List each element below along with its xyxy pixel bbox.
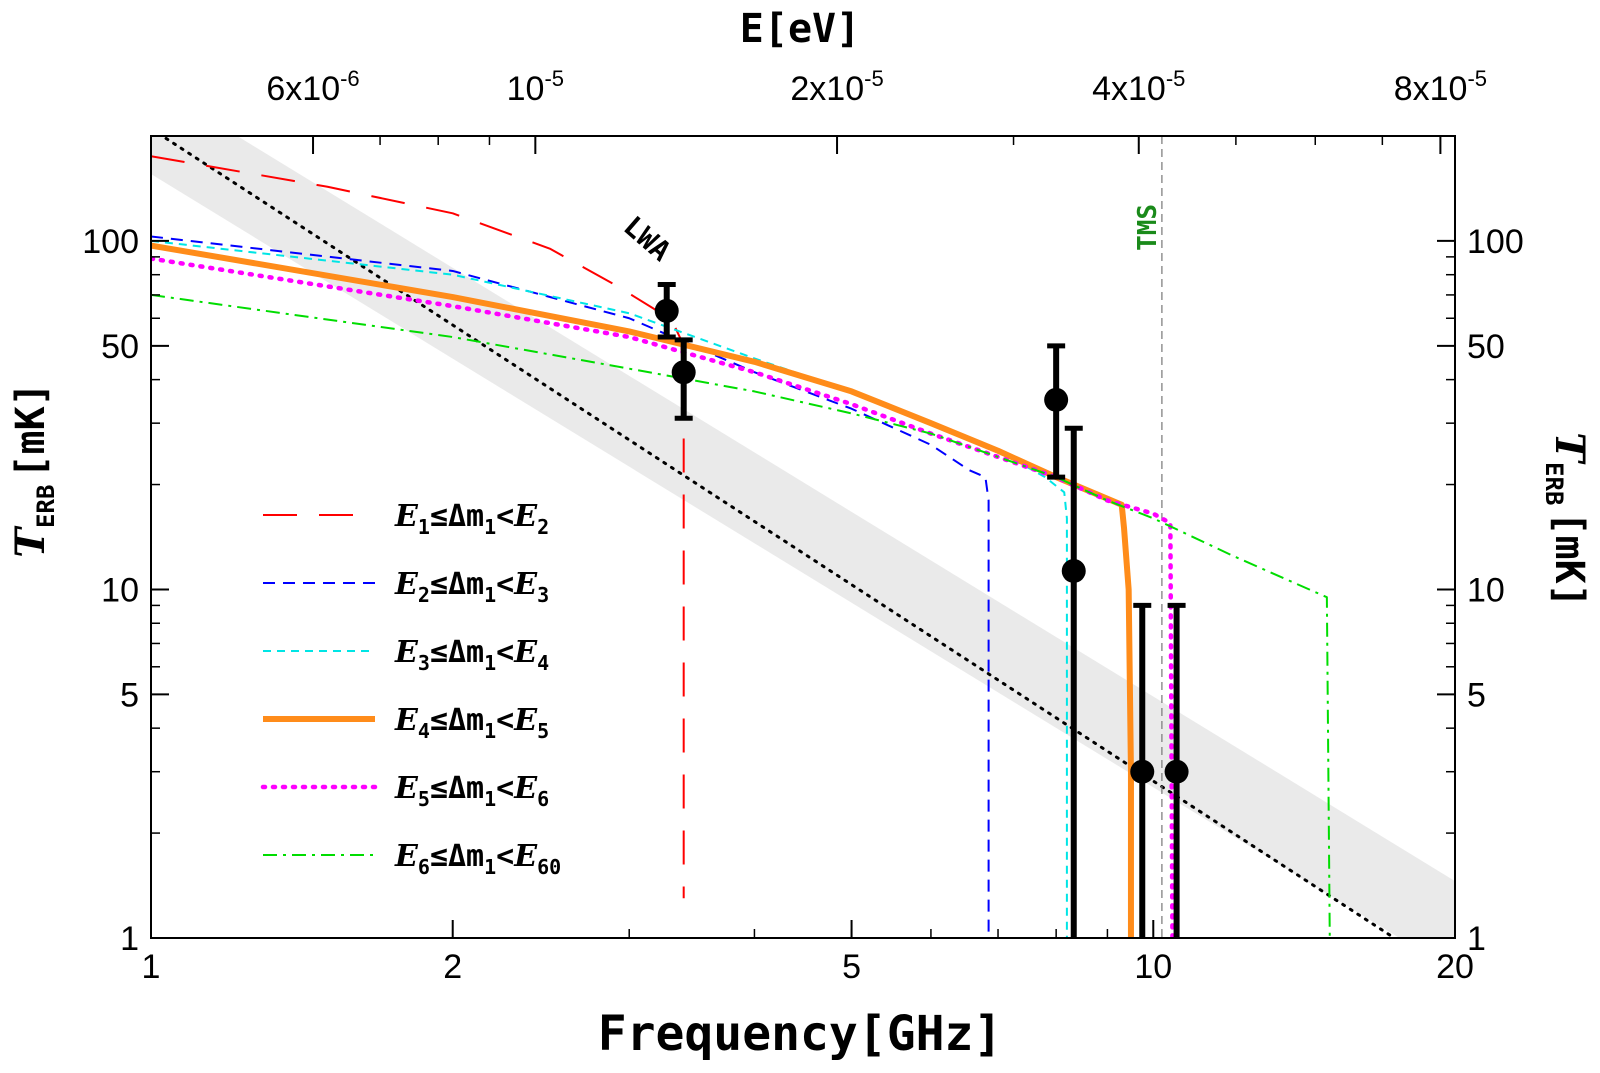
series-layer — [151, 155, 1331, 938]
tms-label: TMS — [1133, 204, 1163, 251]
y-tick-label-left: 100 — [82, 223, 139, 261]
y-tick-label-right: 100 — [1467, 223, 1524, 261]
data-point-5 — [1130, 602, 1155, 938]
data-points-layer — [654, 281, 1189, 938]
data-point-6 — [1164, 602, 1189, 938]
series-line-5 — [151, 256, 1175, 938]
lwa-fit-line — [159, 136, 1396, 938]
y-axis-title-left: TERB[mK] — [7, 382, 60, 557]
y-tick-label-left: 50 — [101, 328, 139, 366]
data-marker — [1044, 387, 1069, 412]
top-tick-label: 4x10-5 — [1092, 66, 1185, 108]
legend-item-3: E3≤Δm1<E4 — [263, 635, 549, 675]
data-point-1 — [654, 281, 679, 340]
lwa-label: LWA — [617, 210, 677, 268]
top-tick-label: 8x10-5 — [1394, 66, 1487, 108]
data-point-4 — [1061, 425, 1086, 938]
top-tick-label: 6x10-6 — [266, 66, 359, 108]
y-tick-label-right: 5 — [1467, 676, 1486, 714]
x-tick-label: 20 — [1436, 948, 1474, 986]
legend-label: E3≤Δm1<E4 — [394, 635, 549, 675]
legend-item-4: E4≤Δm1<E5 — [263, 703, 549, 743]
series-line-4 — [151, 242, 1134, 938]
data-marker — [1061, 558, 1086, 583]
top-axis-title: E[eV] — [740, 6, 860, 52]
legend-label: E1≤Δm1<E2 — [394, 499, 549, 539]
legend: E1≤Δm1<E2 E2≤Δm1<E3 E3≤Δm1<E4 E4≤Δm1<E5 E5≤Δ… — [260, 499, 561, 879]
x-tick-label: 10 — [1134, 948, 1172, 986]
data-point-2 — [671, 337, 696, 421]
top-tick-label: 10-5 — [507, 66, 564, 108]
legend-item-2: E2≤Δm1<E3 — [263, 567, 549, 607]
series-line-2 — [151, 235, 990, 938]
series-line-1 — [151, 155, 685, 899]
legend-label: E4≤Δm1<E5 — [394, 703, 549, 743]
y-tick-label-left: 10 — [101, 571, 139, 609]
y-tick-label-right: 1 — [1467, 920, 1486, 958]
x-axis-title: Frequency[GHz] — [598, 1006, 1003, 1062]
top-tick-label: 2x10-5 — [790, 66, 883, 108]
series-line-6 — [151, 293, 1331, 938]
x-tick-label: 2 — [443, 948, 462, 986]
y-tick-label-right: 50 — [1467, 328, 1505, 366]
data-marker — [1130, 759, 1155, 784]
legend-label: E6≤Δm1<E60 — [394, 839, 561, 879]
data-marker — [654, 298, 679, 323]
data-marker — [1164, 759, 1189, 784]
y-tick-label-left: 1 — [120, 920, 139, 958]
plot-area — [151, 136, 1455, 938]
data-point-3 — [1044, 343, 1069, 480]
legend-item-1: E1≤Δm1<E2 — [263, 499, 549, 539]
y-axis-title-right: TERB[mK] — [1540, 432, 1593, 607]
y-tick-label-right: 10 — [1467, 571, 1505, 609]
plot-frame — [150, 135, 1456, 939]
legend-label: E5≤Δm1<E6 — [394, 771, 549, 811]
data-marker — [671, 360, 696, 385]
x-tick-label: 5 — [842, 948, 861, 986]
legend-item-6: E6≤Δm1<E60 — [263, 839, 561, 879]
lwa-uncertainty-band — [151, 136, 1455, 938]
y-tick-label-left: 5 — [120, 676, 139, 714]
legend-item-5: E5≤Δm1<E6 — [260, 771, 549, 811]
x-tick-label: 1 — [142, 948, 161, 986]
legend-label: E2≤Δm1<E3 — [394, 567, 549, 607]
